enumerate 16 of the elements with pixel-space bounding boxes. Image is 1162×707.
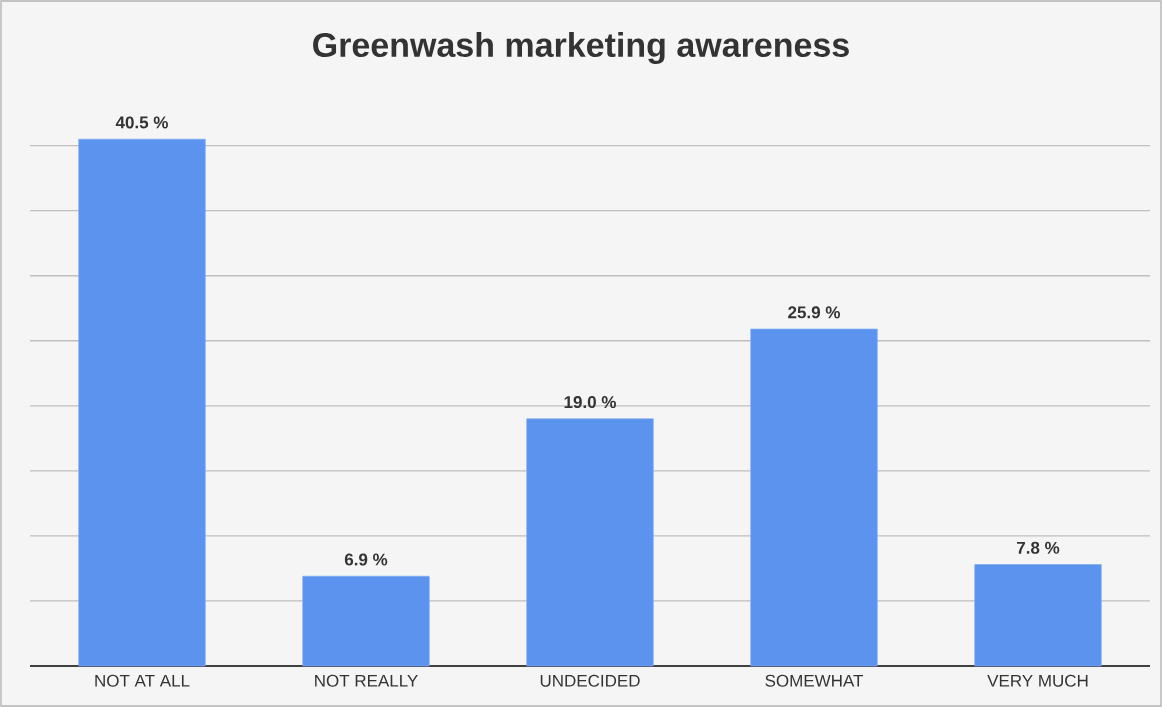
- x-tick-label: NOT REALLY: [315, 674, 418, 687]
- x-tick-label: SOMEWHAT: [765, 674, 864, 687]
- data-label: 6.9 %: [344, 553, 388, 566]
- bar: [974, 564, 1102, 667]
- data-label: 7.8 %: [1017, 541, 1060, 554]
- x-tick-label: UNDECIDED: [540, 674, 640, 687]
- x-tick-label: NOT AT ALL: [95, 674, 190, 687]
- data-label: 19.0 %: [564, 396, 616, 409]
- bar: [750, 328, 878, 667]
- bar: [302, 575, 430, 667]
- data-label: 40.5 %: [115, 116, 168, 129]
- chart-title: Greenwash marketing awareness: [313, 32, 849, 64]
- bar: [78, 138, 206, 667]
- x-tick-label: VERY MUCH: [987, 674, 1088, 687]
- bar: [526, 418, 654, 667]
- data-label: 25.9 %: [788, 306, 840, 319]
